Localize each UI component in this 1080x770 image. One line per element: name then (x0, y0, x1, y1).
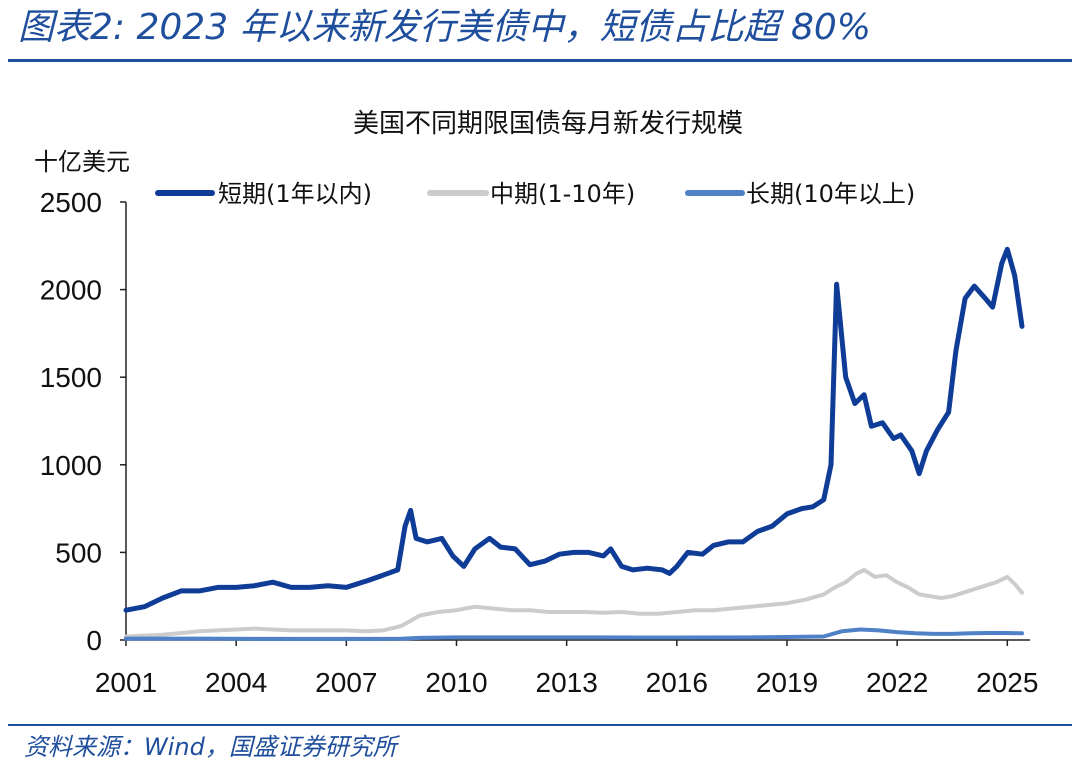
source-note: 资料来源：Wind，国盛证券研究所 (24, 733, 397, 761)
y-tick-label: 500 (55, 537, 102, 568)
page-title: 图表2: 2023 年以来新发行美债中，短债占比超 80% (18, 7, 871, 48)
y-tick-label: 1000 (40, 450, 102, 481)
x-tick-label: 2022 (866, 667, 928, 698)
axes: 0 500 1000 1500 2000 2500 2001 2004 2007 2010 2013… (40, 187, 1039, 698)
x-tick-label: 2001 (95, 667, 157, 698)
x-tick-label: 2016 (646, 667, 708, 698)
chart-title: 美国不同期限国债每月新发行规模 (353, 109, 743, 139)
legend-label-0: 短期(1年以内) (218, 180, 372, 208)
title-divider (8, 59, 1072, 62)
y-tick-label: 0 (86, 625, 102, 656)
x-tick-label: 2010 (425, 667, 487, 698)
legend: 短期(1年以内) 中期(1-10年) 长期(10年以上) (155, 180, 915, 208)
series-line-2 (124, 627, 1024, 641)
y-axis-label: 十亿美元 (34, 148, 130, 176)
x-tick-label: 2025 (976, 667, 1038, 698)
x-tick-label: 2004 (205, 667, 267, 698)
legend-label-2: 长期(10年以上) (746, 180, 915, 208)
y-tick-label: 2500 (40, 187, 102, 218)
series-line-0 (123, 246, 1025, 613)
x-tick-label: 2007 (315, 667, 377, 698)
series-layer (123, 246, 1025, 641)
y-tick-label: 1500 (40, 362, 102, 393)
x-tick-label: 2013 (536, 667, 598, 698)
y-tick-label: 2000 (40, 275, 102, 306)
legend-label-1: 中期(1-10年) (490, 180, 635, 208)
footer-divider (8, 724, 1072, 726)
series-line-1 (124, 567, 1024, 639)
x-tick-label: 2019 (756, 667, 818, 698)
